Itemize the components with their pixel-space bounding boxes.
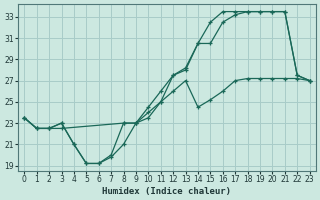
X-axis label: Humidex (Indice chaleur): Humidex (Indice chaleur) — [102, 187, 231, 196]
